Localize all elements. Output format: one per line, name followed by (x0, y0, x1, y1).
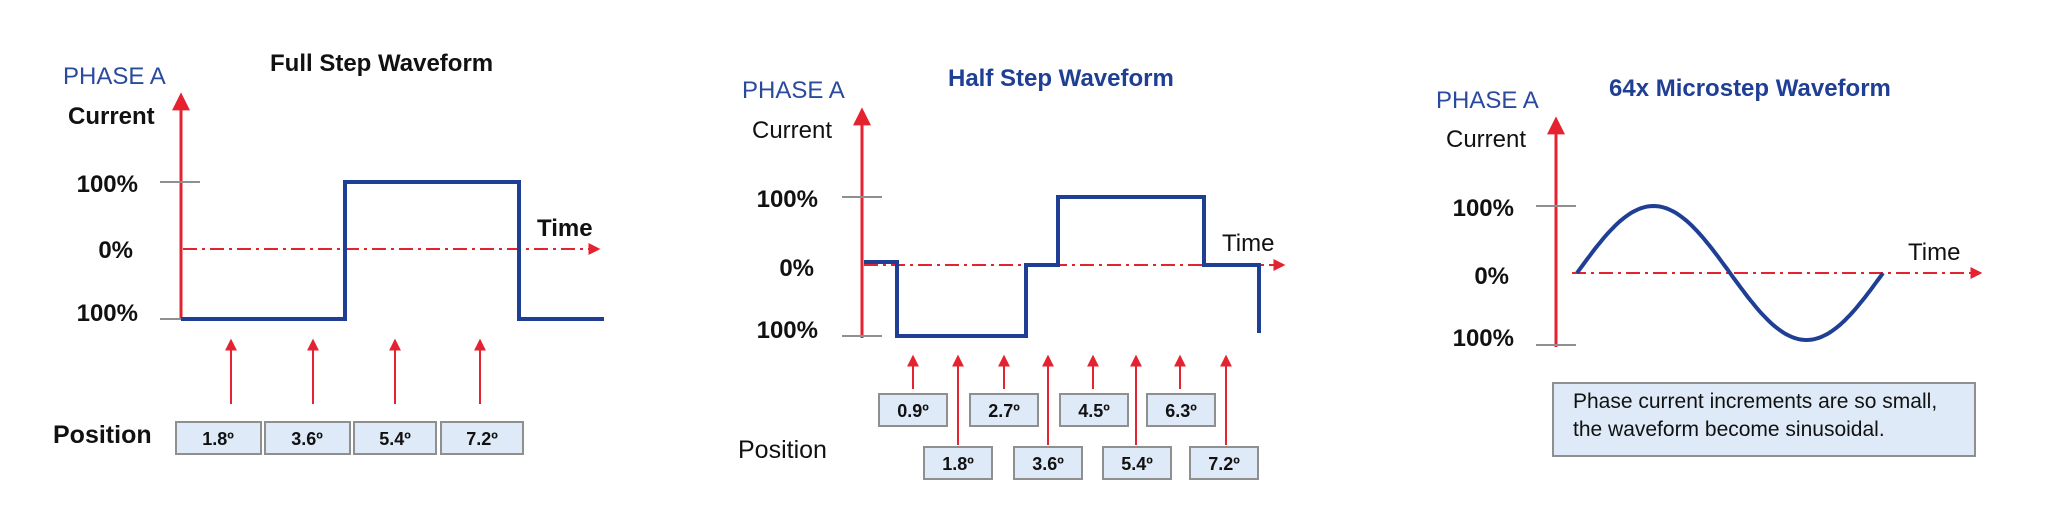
position-value-1: 1.8º (202, 429, 234, 449)
full-step-waveform (181, 180, 604, 321)
microstep-sine-waveform (1575, 203, 1885, 343)
phase-a-label: PHASE A (1436, 87, 1539, 114)
position-value-2-7: 2.7º (988, 401, 1020, 421)
note-line-1: Phase current increments are so small, (1573, 390, 1937, 413)
position-box-0-9 (878, 393, 948, 427)
position-box-1-8 (923, 446, 993, 480)
position-box-6-3 (1146, 393, 1216, 427)
position-box-3-6 (1013, 446, 1083, 480)
y-axis-label-current: Current (752, 117, 832, 144)
panel-half-step: PHASE A Half Step Waveform Current 100% … (738, 65, 1286, 480)
phase-a-label: PHASE A (742, 77, 845, 104)
tick-label-100-bottom: 100% (77, 300, 138, 327)
y-axis-label-current: Current (68, 103, 155, 130)
panel-microstep: PHASE A 64x Microstep Waveform Current 1… (1436, 75, 1983, 457)
y-axis-label-current: Current (1446, 126, 1526, 153)
position-value-0-9: 0.9º (897, 401, 929, 421)
note-line-2: the waveform become sinusoidal. (1573, 418, 1885, 441)
position-box-7-2 (1189, 446, 1259, 480)
x-axis-label-time: Time (1222, 230, 1274, 257)
position-box-4-5 (1059, 393, 1129, 427)
position-value-3-6: 3.6º (1032, 454, 1064, 474)
tick-label-100-bottom: 100% (757, 317, 818, 344)
position-box-2-7 (969, 393, 1039, 427)
half-step-waveform (864, 195, 1261, 338)
phase-a-label: PHASE A (63, 63, 166, 90)
position-box-5-4 (1102, 446, 1172, 480)
tick-label-0: 0% (779, 255, 814, 282)
position-value-2: 3.6º (291, 429, 323, 449)
tick-label-0: 0% (1474, 263, 1509, 290)
tick-label-100-top: 100% (77, 171, 138, 198)
position-value-6-3: 6.3º (1165, 401, 1197, 421)
panel-title: Half Step Waveform (948, 65, 1174, 92)
position-value-4: 7.2º (466, 429, 498, 449)
position-value-3: 5.4º (379, 429, 411, 449)
panel-title: Full Step Waveform (270, 50, 493, 77)
tick-label-100-bottom: 100% (1453, 325, 1514, 352)
position-box-3 (353, 421, 437, 455)
tick-label-0: 0% (98, 237, 133, 264)
position-label: Position (53, 421, 152, 449)
position-box-2 (264, 421, 351, 455)
position-value-4-5: 4.5º (1078, 401, 1110, 421)
position-label: Position (738, 436, 827, 464)
tick-label-100-top: 100% (757, 186, 818, 213)
x-axis-label-time: Time (537, 215, 593, 242)
panel-full-step: PHASE A Full Step Waveform Current 100% … (53, 50, 604, 455)
position-box-1 (175, 421, 262, 455)
position-value-1-8: 1.8º (942, 454, 974, 474)
x-axis-label-time: Time (1908, 239, 1960, 266)
tick-label-100-top: 100% (1453, 195, 1514, 222)
position-value-5-4: 5.4º (1121, 454, 1153, 474)
panel-title: 64x Microstep Waveform (1609, 75, 1891, 102)
position-value-7-2: 7.2º (1208, 454, 1240, 474)
position-box-4 (440, 421, 524, 455)
note-box (1552, 382, 1976, 457)
